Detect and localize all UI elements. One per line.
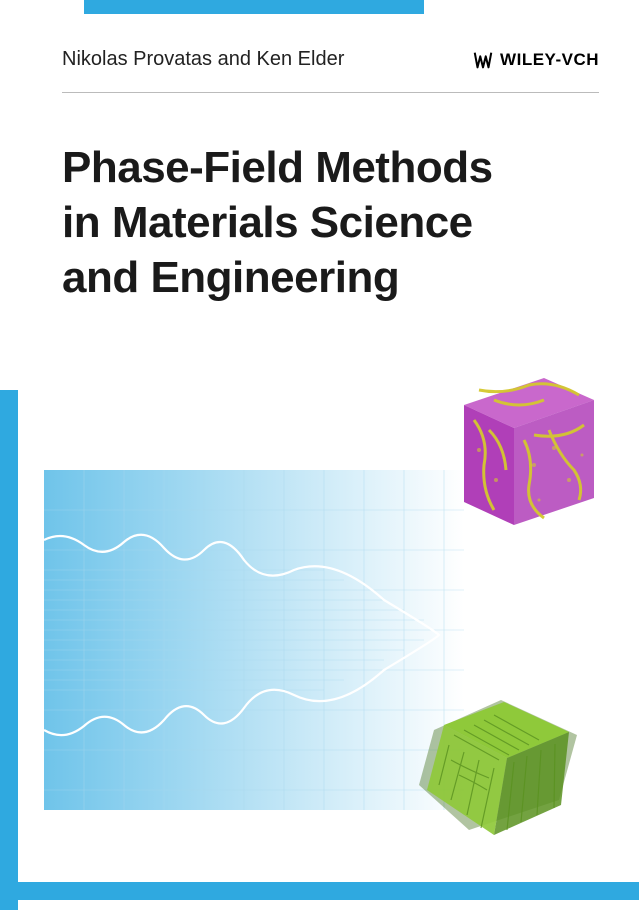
title-line-3: and Engineering: [62, 250, 493, 305]
book-title: Phase-Field Methods in Materials Science…: [62, 140, 493, 305]
publisher: WILEY-VCH: [472, 49, 599, 71]
publisher-name: WILEY-VCH: [500, 50, 599, 70]
crystal-cube-graphic: [409, 690, 584, 845]
left-accent-bar: [0, 390, 18, 910]
header-divider: [62, 92, 599, 93]
title-line-1: Phase-Field Methods: [62, 140, 493, 195]
top-accent-bar: [84, 0, 424, 14]
authors-text: Nikolas Provatas and Ken Elder: [62, 48, 344, 71]
publisher-logo-icon: [472, 49, 494, 71]
mesh-dendrite-graphic: [44, 470, 464, 810]
grain-cube-graphic: [434, 370, 599, 535]
title-line-2: in Materials Science: [62, 195, 493, 250]
bottom-accent-bar: [0, 882, 639, 900]
header: Nikolas Provatas and Ken Elder WILEY-VCH: [62, 48, 599, 71]
